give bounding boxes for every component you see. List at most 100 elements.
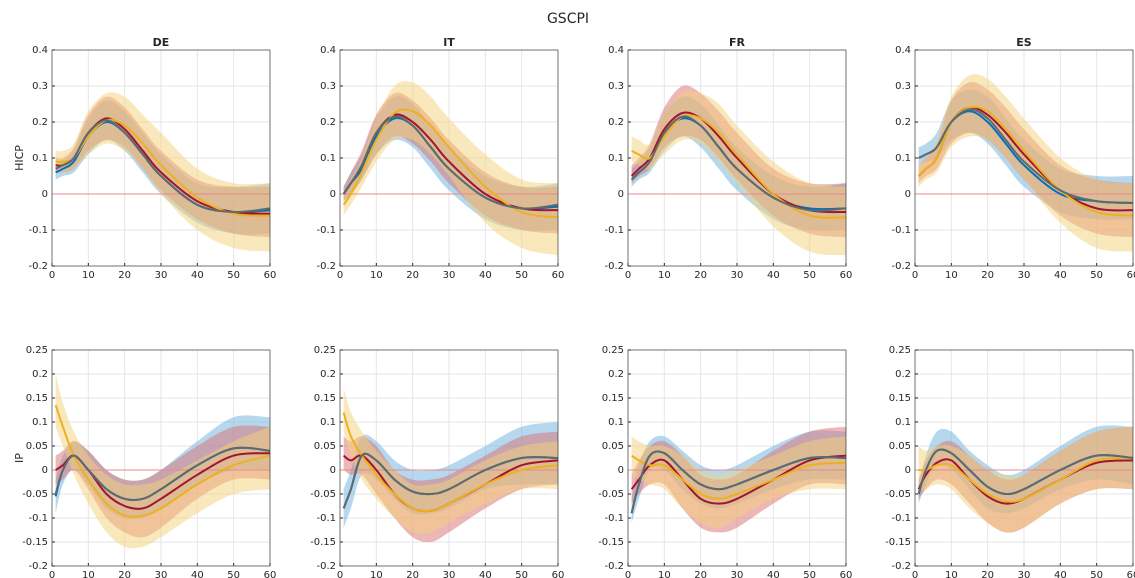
y-tick-label: 0.2 <box>320 117 336 128</box>
y-tick-label: 0.15 <box>26 393 48 404</box>
confidence-band <box>55 92 270 252</box>
axes-box <box>339 349 559 567</box>
y-tick-label: 0.3 <box>320 81 336 92</box>
y-tick-label: 0.1 <box>895 153 911 164</box>
x-tick-label: 50 <box>227 570 240 578</box>
series-line <box>55 119 270 214</box>
x-tick-label: 40 <box>479 570 492 578</box>
subplot-title: DE <box>153 36 170 49</box>
x-tick-label: 20 <box>981 270 994 281</box>
series-line <box>630 115 846 212</box>
series-line <box>54 404 270 518</box>
y-tick-label: 0.2 <box>32 369 48 380</box>
x-tick-label: 0 <box>625 570 631 578</box>
x-tick-label: 50 <box>803 270 816 281</box>
y-tick-label: 0 <box>905 189 911 200</box>
y-tick-label: 0 <box>42 465 48 476</box>
x-tick-label: 20 <box>118 570 131 578</box>
y-tick-label: 0.4 <box>32 45 48 56</box>
x-tick-label: 20 <box>406 570 419 578</box>
y-tick-label: 0.05 <box>889 441 911 452</box>
subplot-title: FR <box>729 36 746 49</box>
y-tick-label: -0.1 <box>28 225 48 236</box>
y-tick-label: 0.1 <box>32 417 48 428</box>
plot-marks <box>628 426 846 533</box>
y-tick-label: 0.4 <box>608 45 624 56</box>
x-tick-label: 10 <box>658 570 671 578</box>
x-tick-label: 0 <box>912 570 918 578</box>
y-tick-label: 0.2 <box>895 117 911 128</box>
x-tick-label: 10 <box>82 570 95 578</box>
y-tick-label: 0.25 <box>602 345 624 356</box>
x-tick-label: 10 <box>82 270 95 281</box>
x-tick-label: 30 <box>731 570 744 578</box>
y-tick-label: 0.15 <box>602 393 624 404</box>
y-tick-label: -0.2 <box>604 261 624 272</box>
x-tick-label: 50 <box>515 270 528 281</box>
x-tick-label: 50 <box>1090 270 1103 281</box>
x-tick-label: 40 <box>767 270 780 281</box>
plot-marks <box>915 425 1133 533</box>
y-tick-label: 0.25 <box>26 345 48 356</box>
plot-marks <box>340 388 558 543</box>
figure-title: GSCPI <box>547 11 589 27</box>
y-tick-label: -0.2 <box>28 261 48 272</box>
y-axis-label: HICP <box>13 145 26 171</box>
y-tick-label: -0.2 <box>28 561 48 572</box>
y-tick-label: 0.1 <box>608 417 624 428</box>
x-tick-label: 30 <box>443 570 456 578</box>
y-tick-label: 0.1 <box>32 153 48 164</box>
series-line <box>342 412 558 513</box>
axes-box <box>627 49 847 267</box>
series-line <box>917 448 1133 496</box>
x-tick-label: 30 <box>443 270 456 281</box>
x-tick-label: 0 <box>625 270 631 281</box>
axes-box <box>627 349 847 567</box>
series-line <box>342 452 558 509</box>
y-tick-label: 0.05 <box>602 441 624 452</box>
x-tick-label: 30 <box>731 270 744 281</box>
x-tick-label: 40 <box>191 570 204 578</box>
y-tick-label: -0.15 <box>598 537 624 548</box>
y-tick-label: -0.2 <box>316 561 336 572</box>
x-tick-label: 40 <box>1054 570 1067 578</box>
subplot-title: ES <box>1016 36 1032 49</box>
y-tick-label: -0.1 <box>316 513 336 524</box>
y-tick-label: -0.1 <box>891 513 911 524</box>
y-tick-label: 0.05 <box>26 441 48 452</box>
x-tick-label: 60 <box>264 270 277 281</box>
x-tick-label: 30 <box>1018 570 1031 578</box>
x-tick-label: 10 <box>370 270 383 281</box>
x-tick-label: 60 <box>552 570 565 578</box>
x-tick-label: 60 <box>840 570 853 578</box>
x-tick-label: 0 <box>49 270 55 281</box>
series-line <box>917 105 1133 217</box>
y-tick-label: -0.1 <box>28 513 48 524</box>
y-tick-label: 0.05 <box>314 441 336 452</box>
x-tick-label: 40 <box>767 570 780 578</box>
x-tick-label: 20 <box>406 270 419 281</box>
y-tick-label: -0.05 <box>598 489 624 500</box>
y-tick-label: 0 <box>618 465 624 476</box>
y-tick-label: -0.15 <box>22 537 48 548</box>
x-tick-label: 10 <box>370 570 383 578</box>
y-tick-label: -0.05 <box>885 489 911 500</box>
series-line <box>630 450 846 514</box>
y-tick-label: 0.25 <box>889 345 911 356</box>
y-tick-label: 0 <box>330 465 336 476</box>
series-line <box>918 108 1133 204</box>
x-tick-label: 20 <box>981 570 994 578</box>
x-tick-label: 60 <box>552 270 565 281</box>
y-tick-label: -0.1 <box>891 225 911 236</box>
plot-marks <box>52 92 270 252</box>
subplot-title: IT <box>443 36 455 49</box>
y-tick-label: -0.2 <box>891 261 911 272</box>
x-tick-label: 0 <box>337 570 343 578</box>
x-tick-label: 40 <box>191 270 204 281</box>
confidence-band <box>343 81 558 256</box>
x-tick-label: 20 <box>118 270 131 281</box>
confidence-band <box>918 426 1133 533</box>
y-tick-label: 0.2 <box>895 369 911 380</box>
